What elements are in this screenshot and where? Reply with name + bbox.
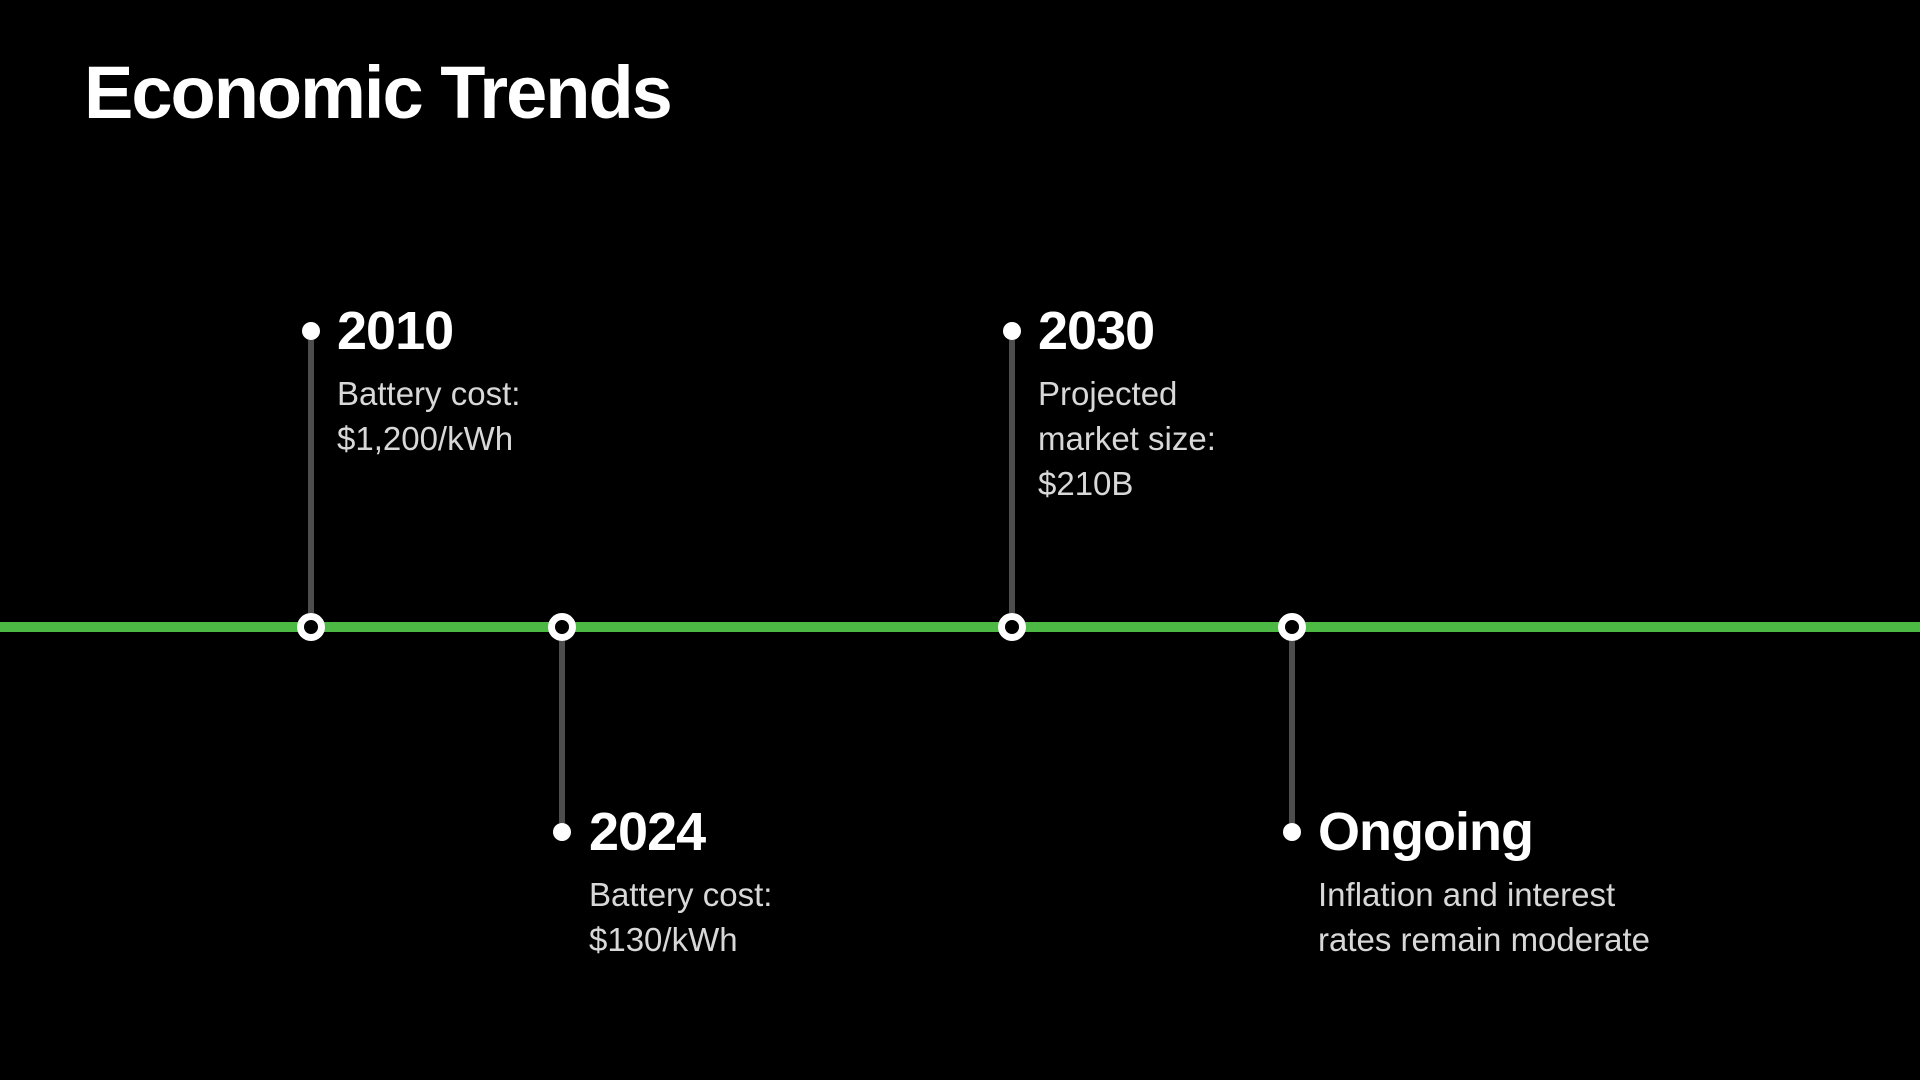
event-marker-dot [1003, 322, 1021, 340]
event-connector-line [559, 641, 565, 823]
event-year: Ongoing [1318, 802, 1534, 862]
event-year: 2030 [1038, 301, 1155, 361]
timeline-node-ring [1278, 613, 1306, 641]
event-connector-line [1289, 641, 1295, 823]
event-desc-line: market size: [1038, 420, 1216, 457]
event-label: 2030 Projected market size: $210B [1038, 303, 1216, 506]
event-desc-line: rates remain moderate [1318, 921, 1650, 958]
event-desc-line: Battery cost: [589, 876, 773, 913]
event-label: Ongoing Inflation and interest rates rem… [1318, 804, 1650, 962]
event-description: Projected market size: $210B [1038, 371, 1216, 506]
event-desc-line: Inflation and interest [1318, 876, 1616, 913]
event-marker-dot [302, 322, 320, 340]
event-label: 2024 Battery cost: $130/kWh [589, 804, 772, 962]
event-connector-line [1009, 340, 1015, 613]
page-title: Economic Trends [84, 51, 673, 134]
event-marker-dot [553, 823, 571, 841]
event-desc-line: Projected [1038, 375, 1178, 412]
timeline-node-ring [998, 613, 1026, 641]
event-label: 2010 Battery cost: $1,200/kWh [337, 303, 520, 461]
event-marker-dot [1283, 823, 1301, 841]
event-connector-line [308, 340, 314, 613]
event-description: Battery cost: $130/kWh [589, 872, 772, 962]
event-year: 2010 [337, 301, 454, 361]
event-desc-line: $130/kWh [589, 921, 738, 958]
timeline-node-ring [297, 613, 325, 641]
timeline-node-ring [548, 613, 576, 641]
timeline-axis-line [0, 622, 1920, 632]
event-year: 2024 [589, 802, 706, 862]
event-description: Inflation and interest rates remain mode… [1318, 872, 1650, 962]
event-desc-line: $1,200/kWh [337, 420, 514, 457]
event-description: Battery cost: $1,200/kWh [337, 371, 520, 461]
event-desc-line: Battery cost: [337, 375, 521, 412]
event-desc-line: $210B [1038, 465, 1134, 502]
